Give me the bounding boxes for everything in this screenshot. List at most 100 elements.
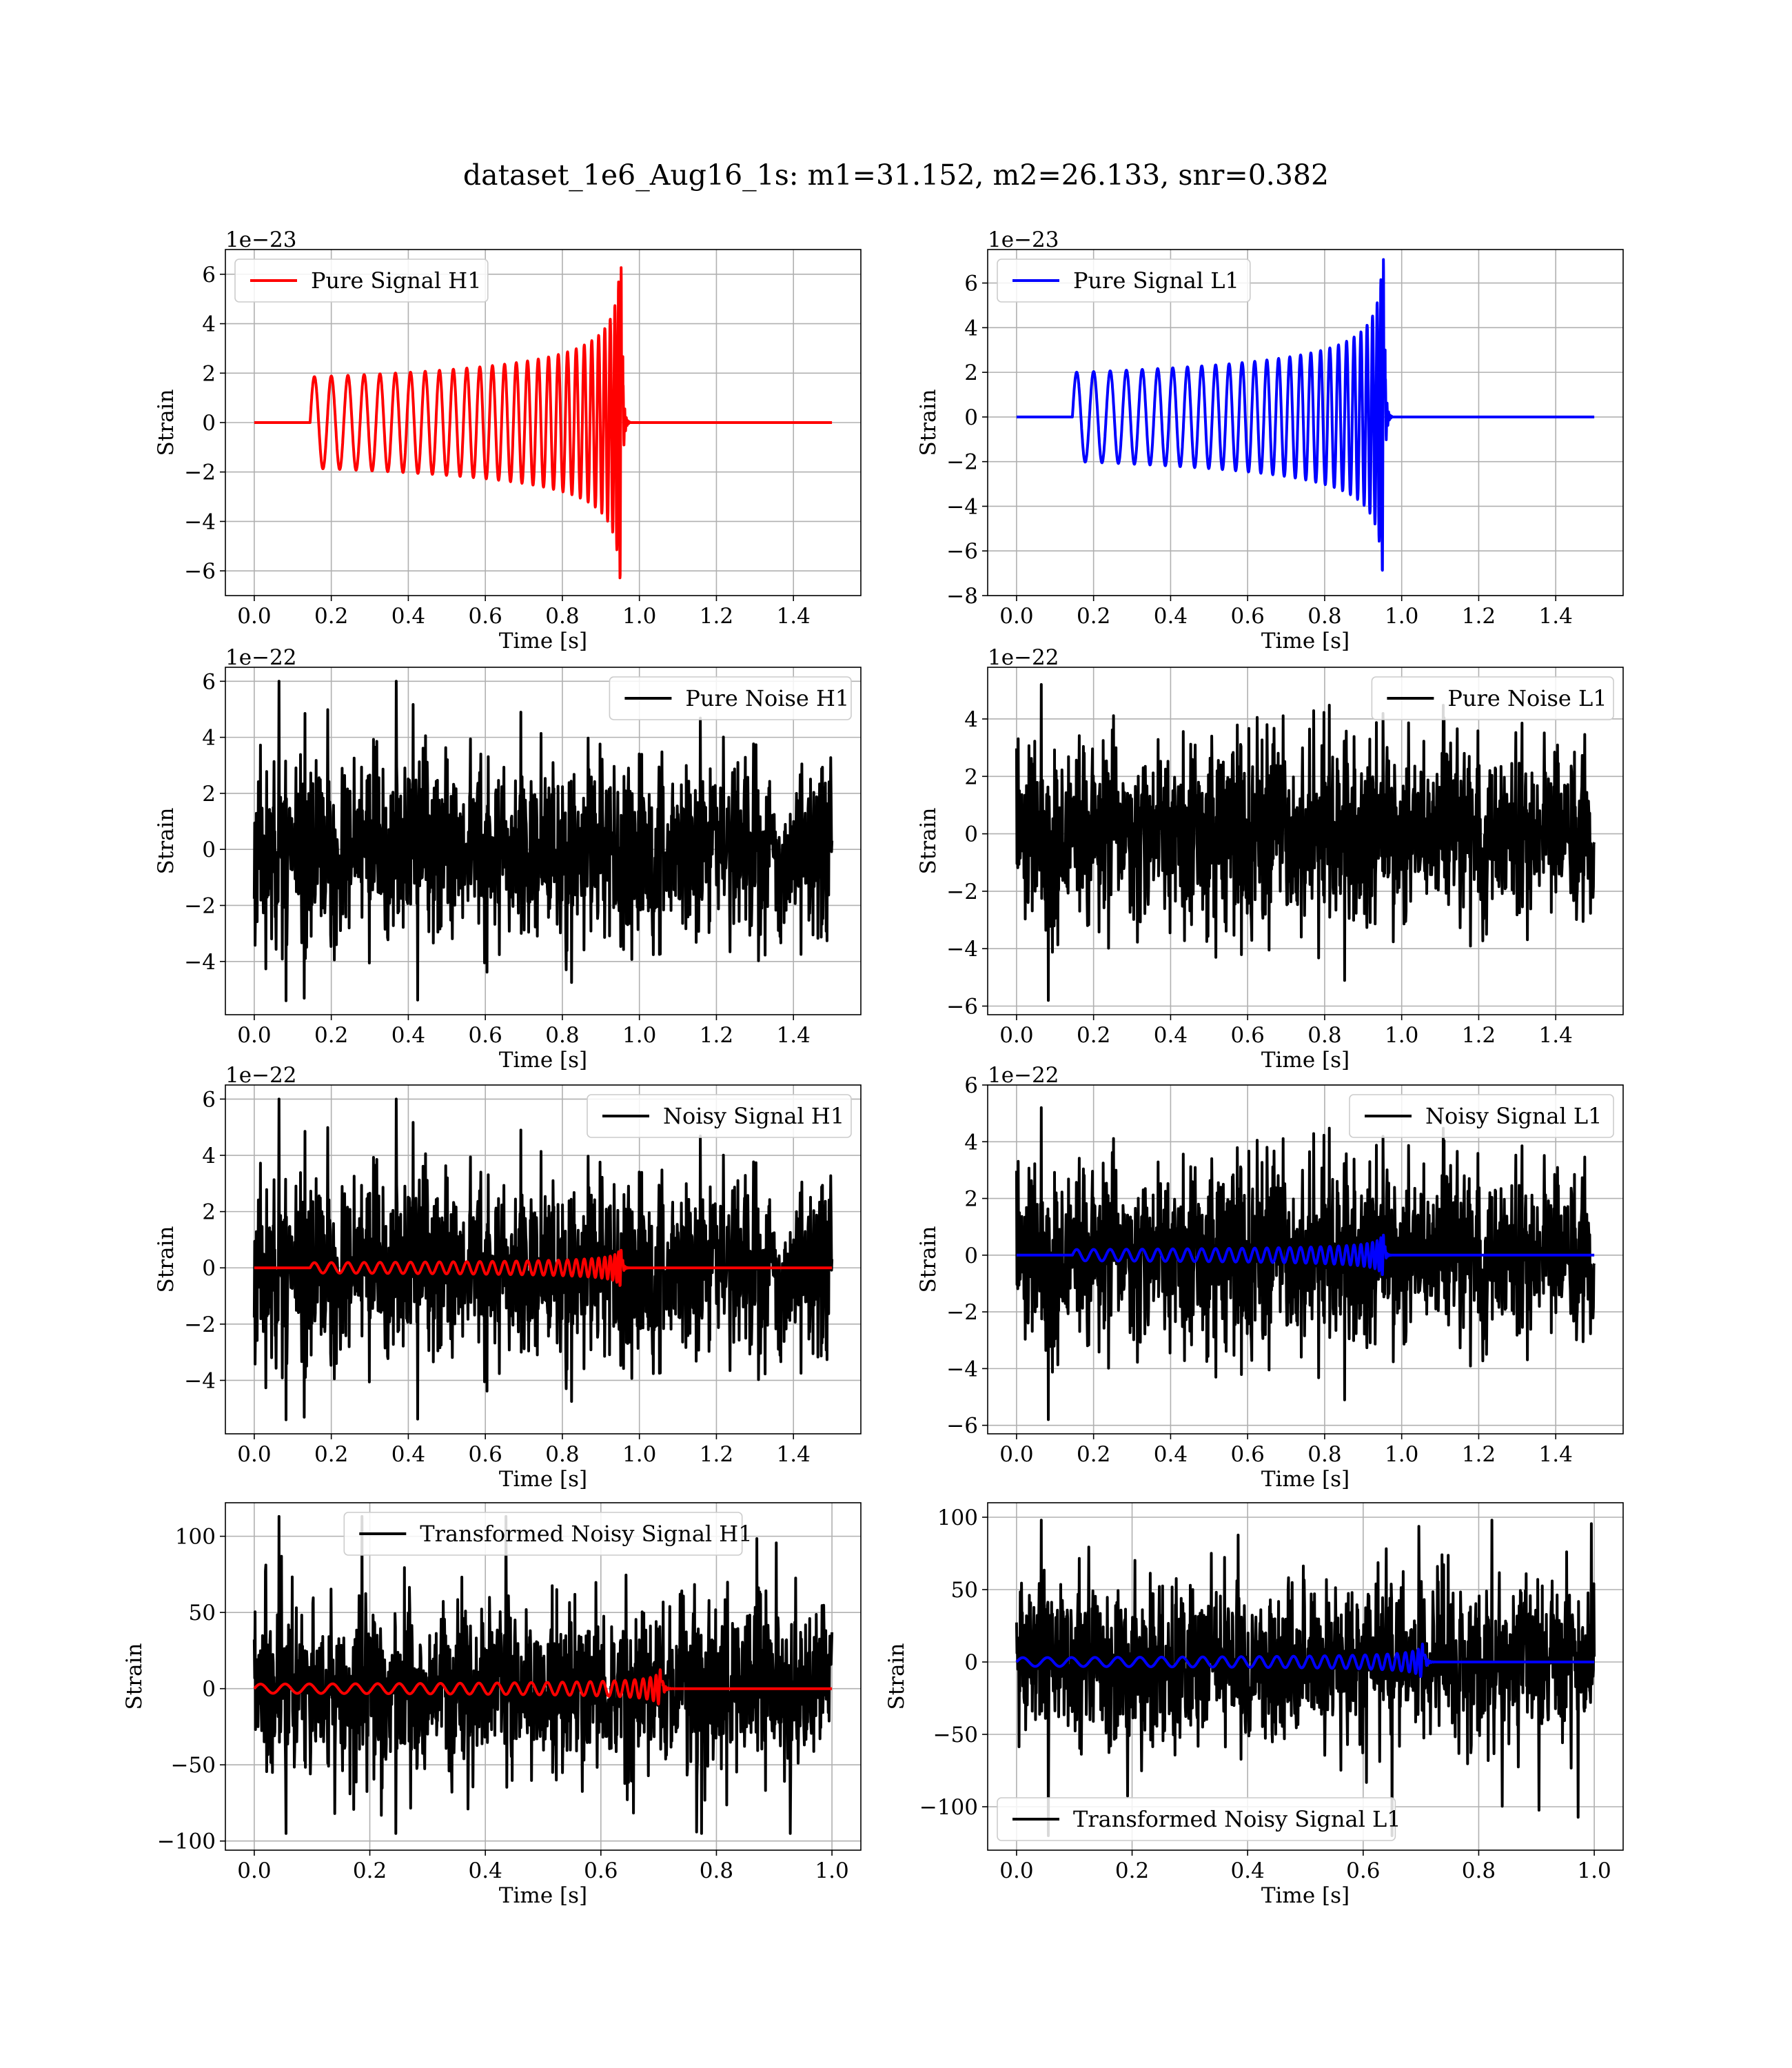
- y-tick-label: 0: [202, 411, 216, 436]
- y-tick-label: 4: [202, 1144, 216, 1168]
- subplot-grid: 0.0 0.2 0.4 0.6 0.8 1.0 1.2 1.4 −6 −4 −2 0 2 4 6 1e−23 T…: [122, 227, 1624, 1908]
- x-axis-label: Time [s]: [1261, 629, 1350, 653]
- x-tick-label: 0.4: [1154, 604, 1188, 629]
- legend-frame: [587, 1094, 852, 1138]
- legend-frame: [997, 258, 1251, 303]
- y-tick-label: 0: [964, 405, 978, 430]
- axes-frame: [225, 667, 862, 1015]
- x-tick-label: 1.0: [1385, 1023, 1418, 1048]
- subplot-pure-signal-l1: 0.0 0.2 0.4 0.6 0.8 1.0 1.2 1.4 −8 −6 −4 −2 0 2 4 6 1e−2…: [916, 227, 1624, 653]
- x-tick-label: 0.0: [237, 1858, 271, 1883]
- x-tick-label: 0.2: [1077, 1442, 1110, 1467]
- y-tick-label: 6: [202, 669, 216, 694]
- legend-label: Pure Signal L1: [1073, 267, 1239, 294]
- y-tick-label: −2: [946, 1300, 978, 1325]
- legend-label: Noisy Signal H1: [663, 1103, 844, 1129]
- x-tick-label: 0.6: [469, 1442, 502, 1467]
- x-tick-label: 0.0: [237, 1023, 271, 1048]
- x-tick-label: 0.0: [237, 1442, 271, 1467]
- x-tick-label: 1.2: [1462, 1442, 1496, 1467]
- x-axis-label: Time [s]: [499, 629, 587, 653]
- x-tick-label: 0.8: [1307, 1442, 1341, 1467]
- x-tick-label: 1.0: [622, 1023, 656, 1048]
- x-axis-label: Time [s]: [1261, 1467, 1350, 1492]
- series-line-0: [1015, 683, 1596, 1002]
- y-axis-label: Strain: [916, 1226, 941, 1293]
- y-tick-label: 6: [202, 263, 216, 287]
- legend: Transformed Noisy Signal L1: [997, 1797, 1401, 1841]
- x-tick-label: 0.8: [545, 1023, 579, 1048]
- subplot-pure-noise-h1: 0.0 0.2 0.4 0.6 0.8 1.0 1.2 1.4 −4 −2 0 2 4 6 1e−22 Tim…: [154, 645, 862, 1073]
- x-tick-label: 0.0: [999, 604, 1033, 629]
- y-tick-label: 0: [202, 838, 216, 862]
- y-tick-label: −6: [946, 539, 978, 564]
- legend: Transformed Noisy Signal H1: [343, 1512, 753, 1556]
- axes-frame: [987, 249, 1624, 596]
- y-tick-label: 0: [964, 1244, 978, 1268]
- x-tick-label: 0.8: [1307, 604, 1341, 629]
- x-axis-label: Time [s]: [1261, 1048, 1350, 1073]
- y-tick-label: −8: [946, 584, 978, 609]
- legend-label: Transformed Noisy Signal H1: [420, 1521, 752, 1547]
- y-axis-label: Strain: [884, 1643, 909, 1710]
- x-tick-label: 1.0: [622, 604, 656, 629]
- x-tick-label: 1.4: [777, 1442, 811, 1467]
- x-tick-label: 1.0: [1385, 1442, 1418, 1467]
- axes-frame: [225, 1502, 862, 1851]
- x-tick-label: 0.6: [1231, 604, 1265, 629]
- x-tick-label: 0.4: [391, 1023, 425, 1048]
- legend-label: Pure Noise L1: [1447, 685, 1607, 711]
- y-axis-label: Strain: [916, 808, 941, 875]
- legend-label: Pure Noise H1: [685, 685, 849, 711]
- y-tick-label: −2: [946, 880, 978, 904]
- y-tick-label: 6: [964, 1073, 978, 1098]
- x-tick-label: 0.8: [545, 1442, 579, 1467]
- y-tick-label: 2: [964, 764, 978, 789]
- series-line-0: [253, 266, 833, 580]
- axes-frame: [987, 1084, 1624, 1435]
- x-tick-label: 0.8: [545, 604, 579, 629]
- legend-frame: [343, 1512, 743, 1556]
- x-tick-label: 1.0: [622, 1442, 656, 1467]
- axes-frame: [987, 1502, 1624, 1851]
- y-axis-label: Strain: [154, 389, 179, 456]
- x-tick-label: 0.6: [469, 1023, 502, 1048]
- legend: Pure Noise L1: [1371, 676, 1614, 720]
- y-tick-label: −2: [184, 460, 216, 485]
- offset-text: 1e−22: [225, 1063, 297, 1088]
- subplot-transformed-noisy-signal-l1: 0.0 0.2 0.4 0.6 0.8 1.0 −100 −50 0 50 100 Time [s] S…: [884, 1502, 1624, 1908]
- x-tick-label: 0.4: [1154, 1442, 1188, 1467]
- legend-label: Transformed Noisy Signal L1: [1073, 1806, 1401, 1832]
- x-tick-label: 1.2: [700, 1442, 733, 1467]
- y-tick-label: −4: [184, 1368, 216, 1393]
- x-tick-label: 0.2: [1077, 1023, 1110, 1048]
- legend-frame: [997, 1797, 1396, 1841]
- y-axis-label: Strain: [122, 1643, 147, 1710]
- x-tick-label: 1.2: [1462, 604, 1496, 629]
- y-axis-label: Strain: [154, 808, 179, 875]
- legend: Pure Signal H1: [234, 258, 489, 303]
- y-tick-label: −6: [946, 995, 978, 1020]
- x-tick-label: 1.4: [777, 604, 811, 629]
- x-tick-label: 0.0: [999, 1023, 1033, 1048]
- y-tick-label: 2: [202, 361, 216, 386]
- y-tick-label: −4: [184, 950, 216, 975]
- y-tick-label: 4: [202, 726, 216, 751]
- y-tick-label: 2: [202, 1200, 216, 1225]
- y-tick-label: 4: [964, 1130, 978, 1155]
- offset-text: 1e−22: [225, 645, 297, 670]
- legend-frame: [234, 258, 489, 303]
- series-line-1: [1015, 1642, 1596, 1679]
- x-tick-label: 0.2: [314, 1023, 348, 1048]
- x-tick-label: 0.2: [1115, 1858, 1149, 1883]
- y-tick-label: −50: [933, 1723, 978, 1747]
- subplot-noisy-signal-l1: 0.0 0.2 0.4 0.6 0.8 1.0 1.2 1.4 −6 −4 −2 0 2 4 6 1e−22 T…: [916, 1063, 1624, 1492]
- offset-text: 1e−23: [988, 227, 1059, 252]
- series-line-0: [252, 1514, 834, 1835]
- legend: Pure Signal L1: [997, 258, 1251, 303]
- x-tick-label: 0.6: [1231, 1442, 1265, 1467]
- y-tick-label: 4: [202, 312, 216, 337]
- figure-title: dataset_1e6_Aug16_1s: m1=31.152, m2=26.1…: [463, 159, 1329, 192]
- x-tick-label: 0.6: [469, 604, 502, 629]
